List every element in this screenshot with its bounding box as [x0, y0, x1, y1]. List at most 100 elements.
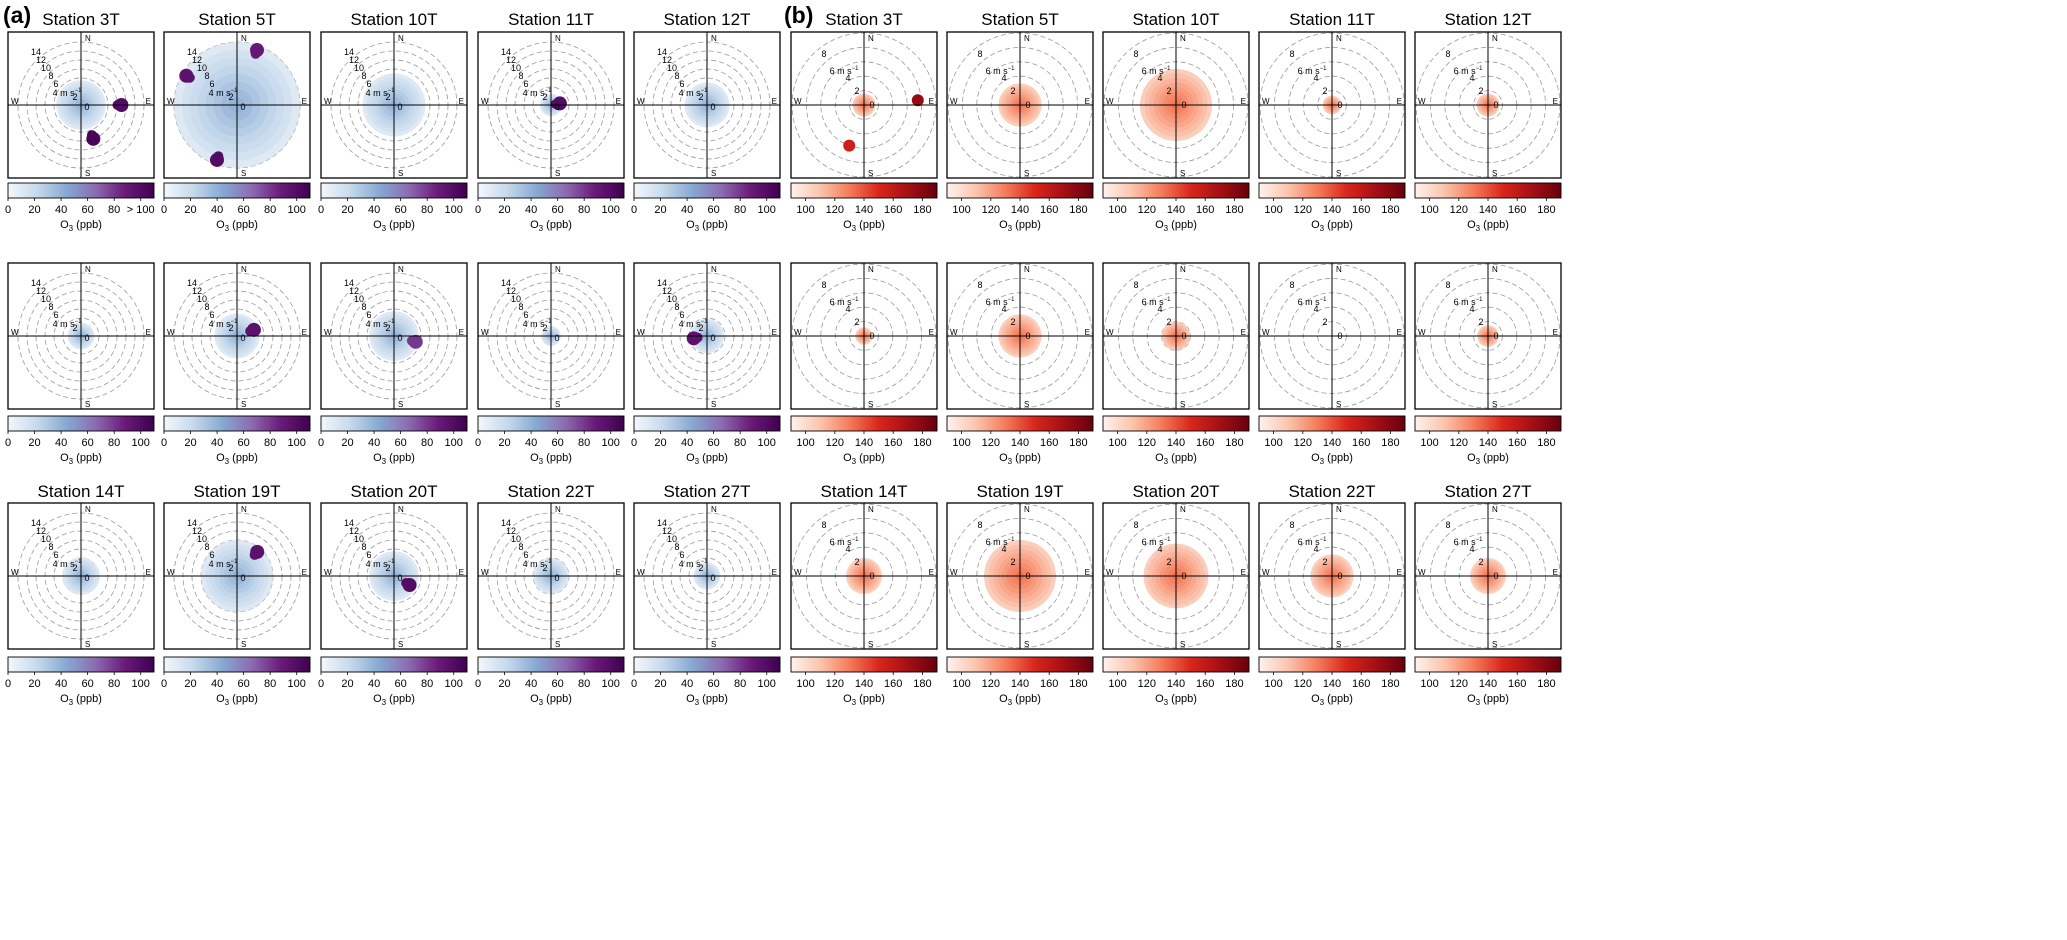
ring-label: 0 — [240, 333, 245, 343]
ring-label-speed: 6 m s−1 — [1298, 297, 1328, 307]
colorbar-tick-label: 100 — [445, 204, 463, 216]
colorbar-tick-label: 40 — [525, 437, 537, 449]
direction-label-w: W — [167, 568, 175, 577]
ring-label: 12 — [506, 55, 516, 65]
colorbar-tick-label: 40 — [368, 678, 380, 690]
colorbar-tick-label: 140 — [1323, 678, 1341, 690]
ring-label: 2 — [542, 92, 547, 102]
colorbar-axis-label: O3 (ppb) — [530, 219, 572, 233]
ring-label: 8 — [977, 49, 982, 59]
ring-label: 2 — [72, 323, 77, 333]
colorbar-tick-label: 40 — [681, 678, 693, 690]
ring-label: 4 — [1469, 73, 1474, 83]
ring-label: 0 — [1025, 331, 1030, 341]
ring-label: 0 — [554, 102, 559, 112]
ring-label: 12 — [36, 55, 46, 65]
colorbar-tick-label: 180 — [1069, 437, 1087, 449]
direction-label-w: W — [481, 97, 489, 106]
ring-label: 12 — [192, 286, 202, 296]
ring-label: 14 — [657, 278, 667, 288]
colorbar-tick-label: 80 — [734, 437, 746, 449]
ring-label: 2 — [72, 563, 77, 573]
colorbar-tick-label: 80 — [578, 678, 590, 690]
colorbar-tick-label: 0 — [475, 204, 481, 216]
data-cluster — [843, 139, 856, 152]
direction-label-n: N — [85, 265, 91, 274]
colorbar-tick-label: 60 — [708, 204, 720, 216]
direction-label-e: E — [302, 97, 307, 106]
station-title: Station 5T — [981, 10, 1059, 29]
colorbar-tick-label: 80 — [108, 204, 120, 216]
colorbar-axis-label: O3 (ppb) — [1467, 219, 1509, 233]
colorbar-axis-label: O3 (ppb) — [999, 452, 1041, 466]
colorbar-axis-label: O3 (ppb) — [60, 219, 102, 233]
direction-label-w: W — [324, 328, 332, 337]
colorbar-axis-label: O3 (ppb) — [1155, 219, 1197, 233]
data-cluster — [406, 335, 417, 346]
colorbar-tick-label: 180 — [1069, 204, 1087, 216]
colorbar — [1258, 182, 1406, 199]
station-title: Station 22T — [508, 482, 595, 501]
ring-label-speed: 6 m s−1 — [1142, 66, 1172, 76]
colorbar-tick-label: 0 — [631, 437, 637, 449]
direction-label-e: E — [1085, 328, 1090, 337]
direction-label-e: E — [772, 97, 777, 106]
colorbar-tick-label: 100 — [132, 678, 150, 690]
ring-label: 0 — [1337, 571, 1342, 581]
direction-label-n: N — [868, 505, 874, 514]
direction-label-e: E — [772, 328, 777, 337]
ring-label: 12 — [36, 526, 46, 536]
ring-label-speed: 6 m s−1 — [1298, 537, 1328, 547]
colorbar-tick-label: 100 — [602, 437, 620, 449]
colorbar-tick-label: 140 — [1011, 204, 1029, 216]
colorbar-tick-label: 140 — [1479, 678, 1497, 690]
ring-label: 10 — [511, 63, 521, 73]
direction-label-s: S — [1492, 640, 1497, 649]
colorbar-tick-label: 100 — [1108, 437, 1126, 449]
station-plot: Station 13TNESW141210864 m s−12002040608… — [631, 262, 781, 466]
ring-label-speed: 6 m s−1 — [986, 66, 1016, 76]
ring-label: 8 — [518, 542, 523, 552]
direction-label-w: W — [167, 328, 175, 337]
direction-label-w: W — [324, 568, 332, 577]
colorbar-tick-label: 160 — [1352, 204, 1370, 216]
ring-label: 12 — [506, 526, 516, 536]
ring-label: 14 — [657, 518, 667, 528]
ring-label: 4 — [1313, 544, 1318, 554]
direction-label-n: N — [1024, 265, 1030, 274]
colorbar-tick-label: 140 — [855, 204, 873, 216]
station-title: Station 12T — [1445, 10, 1532, 29]
direction-label-s: S — [555, 400, 560, 409]
colorbar-tick-label: 20 — [341, 678, 353, 690]
direction-label-e: E — [302, 568, 307, 577]
ring-label: 6 — [523, 79, 528, 89]
direction-label-s: S — [1180, 400, 1185, 409]
ring-label: 8 — [821, 520, 826, 530]
direction-label-e: E — [146, 97, 151, 106]
ring-label: 8 — [518, 71, 523, 81]
colorbar-tick-label: 160 — [884, 678, 902, 690]
ring-label: 8 — [977, 280, 982, 290]
colorbar-tick-label: 20 — [341, 204, 353, 216]
ring-label: 4 — [1157, 304, 1162, 314]
colorbar-tick-label: 80 — [264, 678, 276, 690]
colorbar-tick-label: 0 — [318, 437, 324, 449]
ring-label-speed: 6 m s−1 — [1142, 537, 1172, 547]
ring-label: 12 — [662, 526, 672, 536]
direction-label-n: N — [1492, 34, 1498, 43]
direction-label-w: W — [1262, 568, 1270, 577]
direction-label-w: W — [794, 568, 802, 577]
colorbar-tick-label: 100 — [1264, 678, 1282, 690]
ring-label: 2 — [542, 563, 547, 573]
colorbar-tick-label: 80 — [108, 437, 120, 449]
ring-label: 2 — [1166, 317, 1171, 327]
ring-label: 8 — [204, 542, 209, 552]
ring-label: 14 — [187, 518, 197, 528]
colorbar-tick-label: 40 — [211, 678, 223, 690]
ring-label: 0 — [1181, 100, 1186, 110]
direction-label-e: E — [1241, 328, 1246, 337]
colorbar-tick-label: 0 — [5, 204, 11, 216]
data-cluster — [184, 72, 195, 83]
